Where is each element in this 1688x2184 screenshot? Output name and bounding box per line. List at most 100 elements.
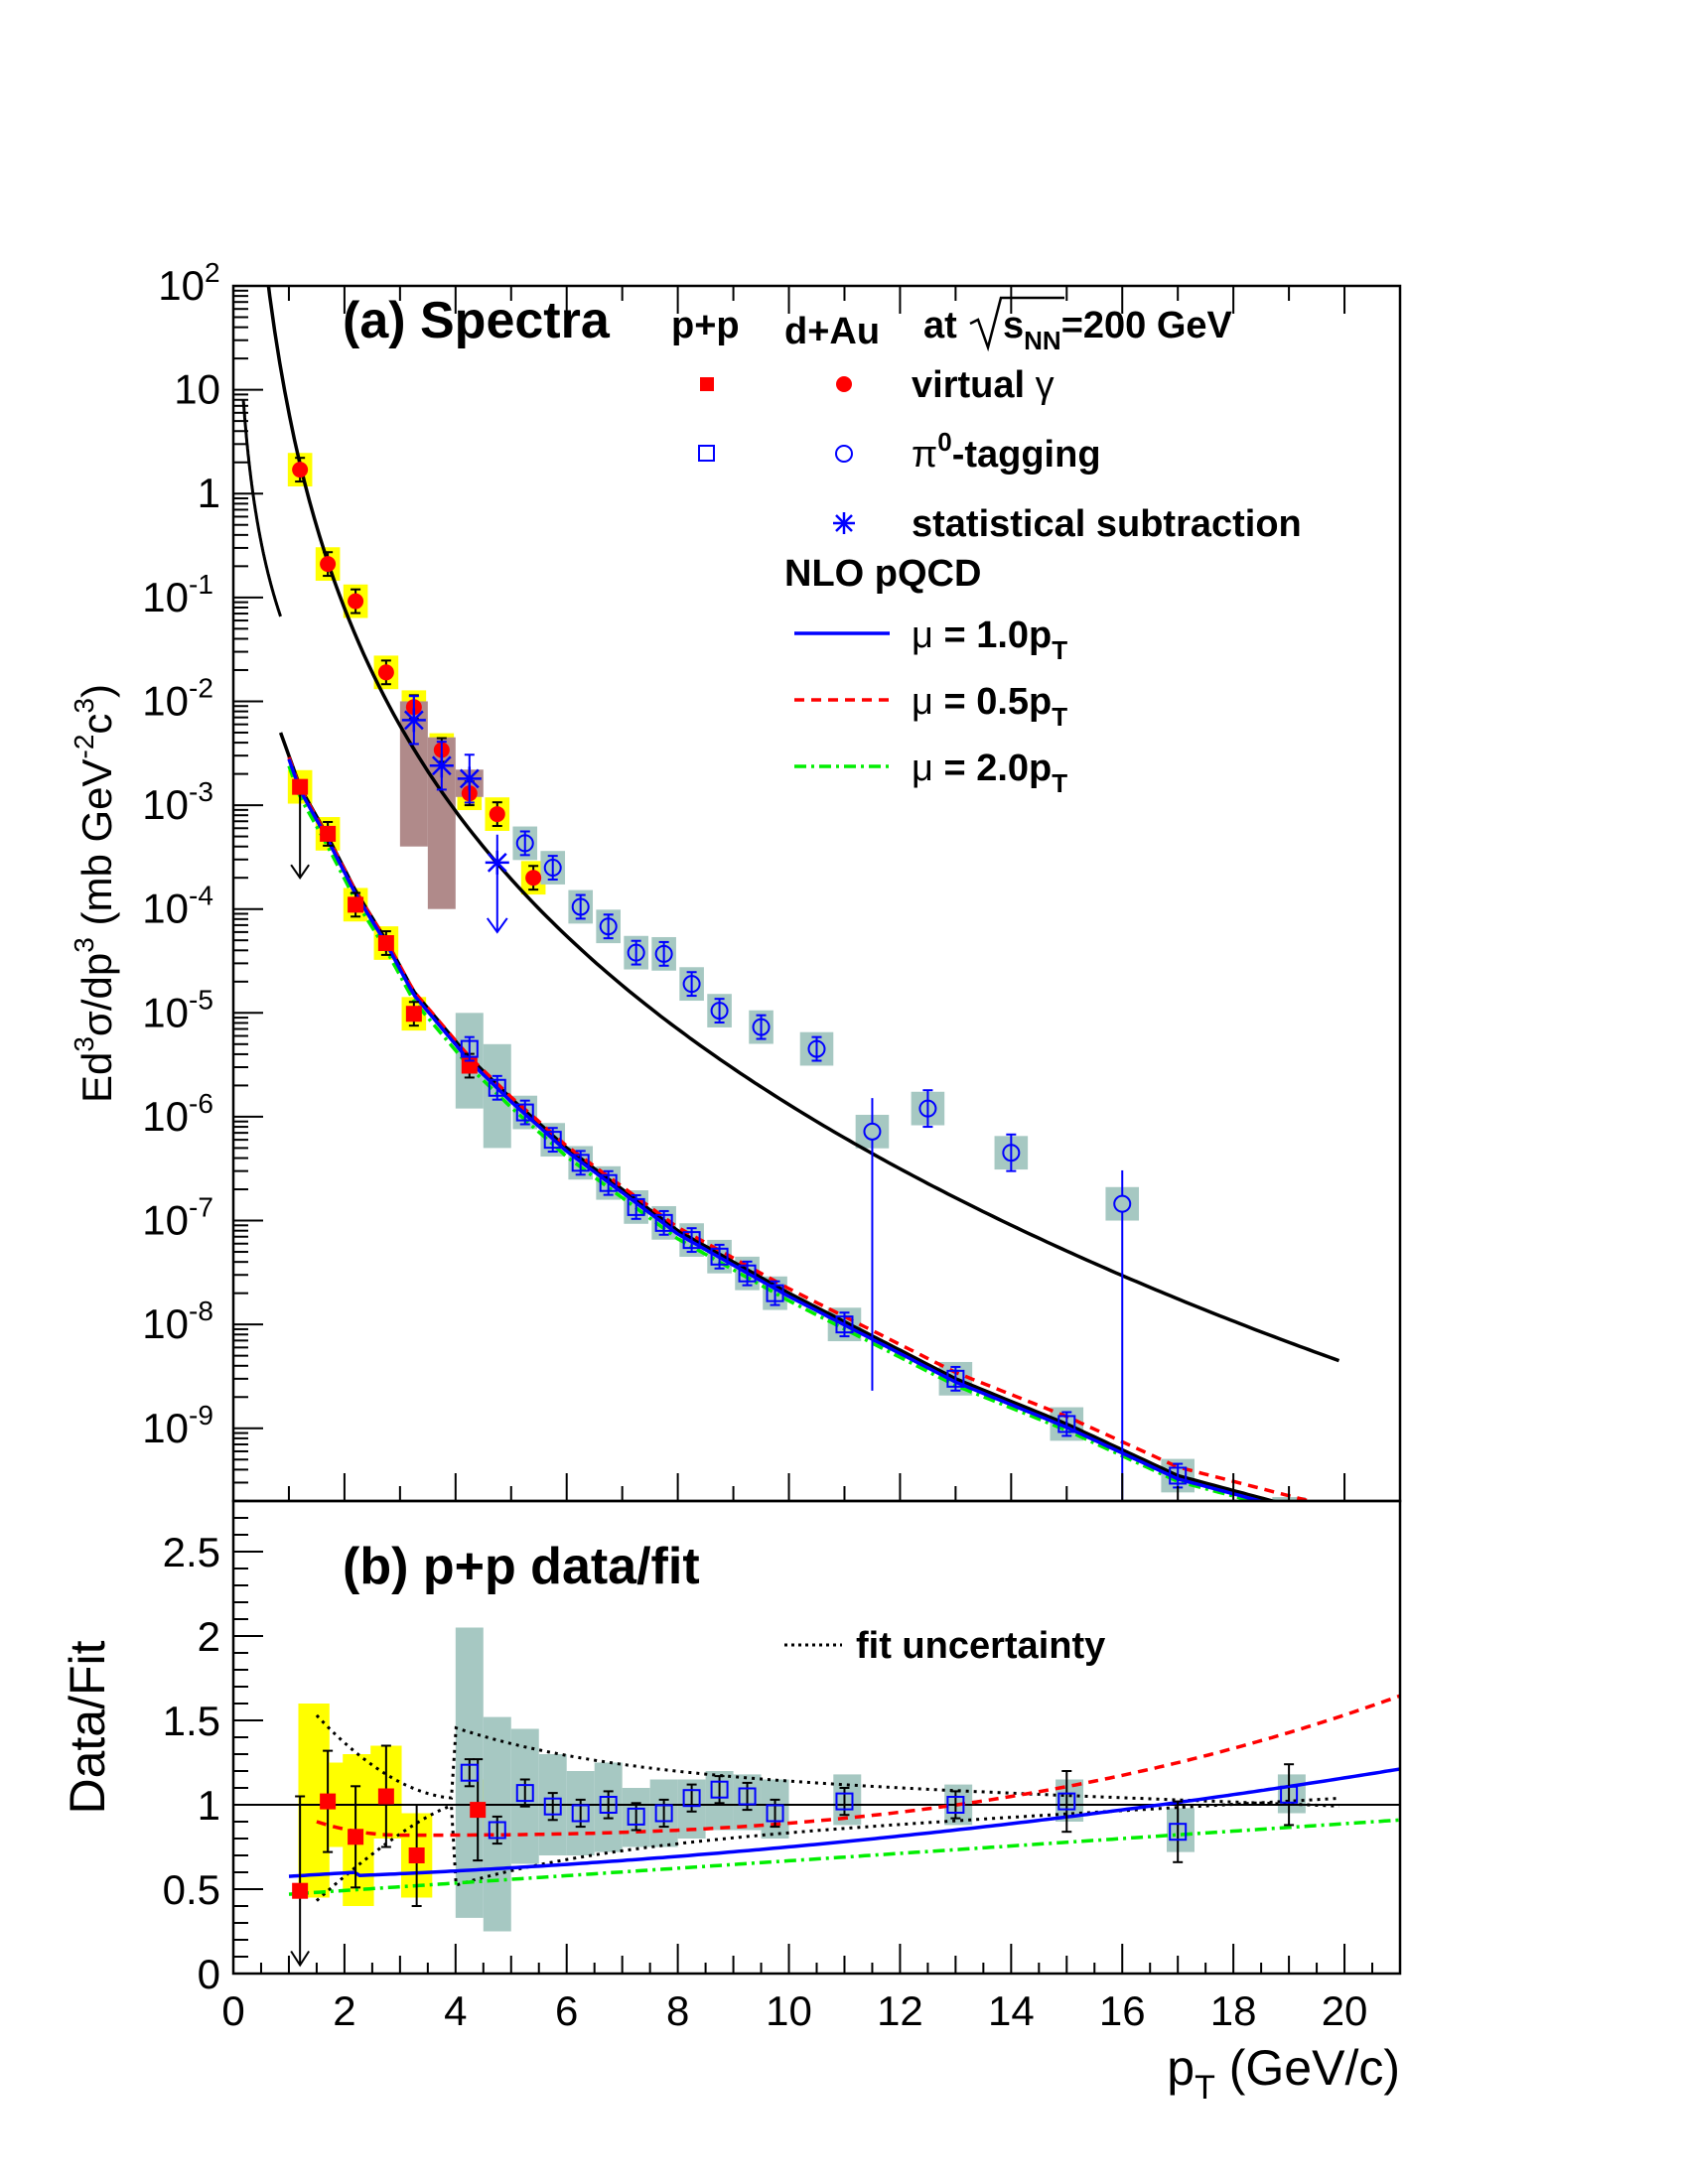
x-tick-label: 16 [1099,1987,1146,2034]
data-point [485,850,509,875]
ratio-y-tick-label: 2 [198,1613,220,1660]
upper-limit-arrow-head [290,864,310,880]
data-point [946,1369,965,1388]
data-point [654,944,673,963]
ratio-data-point [348,1829,364,1845]
data-point [627,943,645,962]
data-point [515,834,534,853]
spectra-y-tick-exponent: -1 [189,569,213,600]
fit-curve-dau [266,286,1340,1363]
data-point [348,896,364,913]
ratio-data-point [1057,1792,1076,1811]
data-point [682,1231,701,1250]
spectra-title: (a) Spectra [343,292,611,349]
spectra-y-tick-label: 10 [142,1405,189,1451]
ratio-data-point [377,1788,394,1805]
ratio-data-point [1280,1785,1299,1804]
data-point [1281,1506,1297,1522]
spectra-y-tick-exponent: -7 [189,1192,213,1223]
data-point [401,708,426,733]
nlo-curve-mu20 [287,764,1260,1501]
ratio-data-point [766,1804,784,1823]
x-tick-label: 4 [444,1987,467,2034]
data-point [377,934,394,951]
data-point [571,897,590,916]
spectra-y-tick-exponent: -8 [189,1296,213,1326]
ratio-data-point [320,1793,337,1810]
spectra-y-tick-label: 10 [142,781,189,828]
ratio-y-tick-label: 0 [198,1951,220,1997]
nlo-curve-mu05 [287,756,1317,1501]
legend-label-pi0-tagging: π0-tagging [912,427,1101,476]
ratio-data-point [460,1763,479,1782]
ratio-data-point [946,1796,965,1814]
data-point [599,917,618,936]
legend-marker-pp-virtual [700,377,714,391]
x-tick-label: 2 [333,1987,355,2034]
data-point [1169,1466,1188,1485]
data-point [461,1057,478,1074]
x-tick-label: 10 [766,1987,812,2034]
x-tick-label: 12 [877,1987,923,2034]
data-point [320,825,337,842]
ratio-data-point [738,1787,757,1806]
data-point [918,1099,937,1118]
data-point [738,1264,757,1283]
data-point [863,1122,882,1141]
ratio-nlo-mu05 [316,1694,1400,1838]
x-tick-label: 8 [666,1987,689,2034]
data-point [654,1213,673,1232]
ratio-data-point [515,1784,534,1803]
spectra-y-tick-exponent: -9 [189,1400,213,1431]
sqrt-sign [969,296,1064,352]
x-tick-label: 18 [1210,1987,1257,2034]
ratio-data-point [470,1802,487,1819]
ratio-panel: 0 0.5 1 1.5 2 2.5 0 2 4 6 8 10 12 14 16 18 20 (b) p+p d… [60,1499,1402,2107]
ratio-y-tick-label: 2.5 [163,1529,220,1575]
spectra-panel: 10 210110-110-210-310-410-510-610-710-810… [69,257,1402,1522]
upper-limit-arrow-head [290,1950,310,1968]
data-point [377,664,394,681]
ratio-data-point [292,1882,309,1899]
legend-label-mu20: μ = 2.0pT [912,748,1067,798]
data-point [405,1006,422,1023]
ratio-data-point [682,1789,701,1808]
data-point [292,462,309,478]
ratio-y-tick-label: 0.5 [163,1866,220,1913]
legend-label-nlo: NLO pQCD [784,553,981,595]
data-point [682,975,701,994]
data-point [543,1131,562,1150]
x-tick-label: 0 [221,1987,244,2034]
data-point [1113,1194,1132,1213]
spectra-y-tick-label: 10 [142,574,189,620]
ratio-y-axis-title: Data/Fit [60,1640,115,1814]
data-point [571,1154,590,1172]
spectra-y-tick-exponent: -4 [189,881,213,911]
spectra-y-tick-label: 10 [142,989,189,1035]
data-point [292,778,309,795]
data-point [320,556,337,573]
ratio-sys-band [1167,1808,1195,1852]
legend-label-virtual-gamma: virtual γ [912,364,1055,406]
spectra-y-tick-label: 10 [142,1093,189,1140]
legend-marker-dau-pi0 [835,445,853,463]
data-point [710,1247,729,1266]
spectra-y-tick-exponent: 2 [205,257,220,288]
data-point [766,1284,784,1302]
ratio-y-tick-label: 1.5 [163,1698,220,1744]
x-tick-label: 6 [555,1987,578,2034]
data-point [627,1197,645,1216]
data-point [1057,1415,1076,1433]
header-energy-prefix: at [923,305,957,346]
fit-uncertainty-lower [315,1797,1339,1902]
ratio-data-point [571,1804,590,1823]
ratio-data-point [599,1796,618,1814]
ratio-data-point [408,1847,425,1863]
data-point [543,859,562,878]
ratio-data-point [710,1780,729,1799]
legend-label-mu10: μ = 1.0pT [912,614,1067,665]
header-pp: p+p [671,305,740,346]
spectra-y-tick-exponent: -5 [189,984,213,1015]
data-point [599,1173,618,1192]
x-tick-label: 14 [988,1987,1035,2034]
